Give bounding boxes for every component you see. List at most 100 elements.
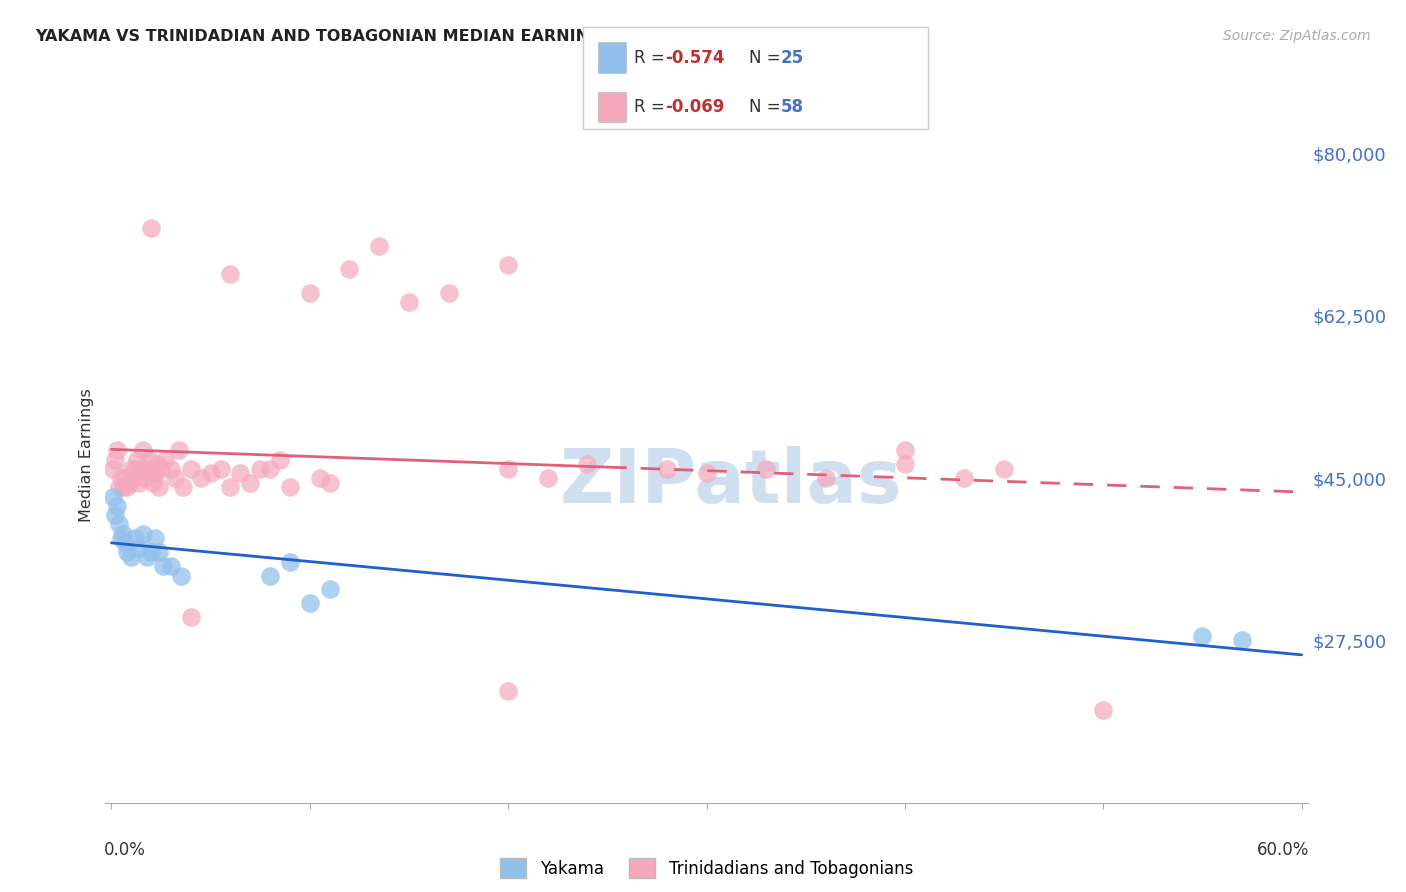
Point bbox=[108, 517, 131, 532]
Point bbox=[239, 475, 262, 490]
Point bbox=[160, 559, 183, 574]
Point bbox=[132, 443, 155, 458]
Point bbox=[537, 471, 560, 485]
Point bbox=[146, 457, 169, 471]
Point bbox=[127, 452, 149, 467]
Point bbox=[200, 467, 222, 481]
Point bbox=[152, 559, 174, 574]
Point bbox=[496, 258, 519, 272]
Text: 60.0%: 60.0% bbox=[1257, 841, 1309, 859]
Point bbox=[269, 452, 291, 467]
Point bbox=[128, 475, 150, 490]
Point bbox=[103, 490, 125, 504]
Point bbox=[160, 462, 183, 476]
Point bbox=[219, 267, 242, 281]
Point bbox=[655, 462, 678, 476]
Point bbox=[112, 526, 135, 541]
Point bbox=[368, 239, 391, 253]
Point bbox=[143, 467, 166, 481]
Point bbox=[108, 480, 131, 494]
Point bbox=[814, 471, 837, 485]
Point bbox=[219, 480, 242, 494]
Point bbox=[695, 467, 717, 481]
Point bbox=[117, 480, 139, 494]
Point bbox=[180, 462, 202, 476]
Point bbox=[117, 545, 139, 559]
Point bbox=[114, 536, 136, 550]
Text: YAKAMA VS TRINIDADIAN AND TOBAGONIAN MEDIAN EARNINGS CORRELATION CHART: YAKAMA VS TRINIDADIAN AND TOBAGONIAN MED… bbox=[35, 29, 811, 44]
Point bbox=[249, 462, 271, 476]
Point bbox=[114, 471, 136, 485]
Point bbox=[278, 480, 301, 494]
Point bbox=[167, 443, 190, 458]
Point bbox=[318, 582, 340, 597]
Point bbox=[229, 467, 252, 481]
Point bbox=[755, 462, 778, 476]
Point bbox=[163, 471, 186, 485]
Text: R =: R = bbox=[634, 98, 671, 116]
Point bbox=[259, 568, 281, 582]
Point bbox=[308, 471, 330, 485]
Point bbox=[180, 610, 202, 624]
Text: ZIPatlas: ZIPatlas bbox=[560, 446, 901, 519]
Point bbox=[576, 457, 599, 471]
Point bbox=[339, 262, 361, 277]
Point bbox=[259, 462, 281, 476]
Point bbox=[103, 462, 125, 476]
Text: 0.0%: 0.0% bbox=[104, 841, 146, 859]
Point bbox=[124, 532, 146, 546]
Point bbox=[120, 462, 142, 476]
Text: -0.069: -0.069 bbox=[665, 98, 724, 116]
Point bbox=[993, 462, 1015, 476]
Point bbox=[142, 475, 165, 490]
Point bbox=[129, 462, 152, 476]
Point bbox=[138, 452, 160, 467]
Point bbox=[170, 568, 193, 582]
Point bbox=[136, 462, 159, 476]
Text: 58: 58 bbox=[780, 98, 803, 116]
Point bbox=[120, 549, 142, 564]
Point bbox=[153, 452, 176, 467]
Text: -0.574: -0.574 bbox=[665, 48, 724, 67]
Point bbox=[139, 545, 162, 559]
Point bbox=[124, 462, 146, 476]
Point bbox=[139, 467, 162, 481]
Text: 25: 25 bbox=[780, 48, 803, 67]
Point bbox=[143, 532, 166, 546]
Point bbox=[953, 471, 976, 485]
Point bbox=[496, 684, 519, 698]
Point bbox=[122, 471, 145, 485]
Point bbox=[1092, 703, 1115, 717]
Point bbox=[894, 457, 917, 471]
Point bbox=[437, 285, 460, 300]
Point bbox=[105, 499, 128, 513]
Point bbox=[496, 462, 519, 476]
Point bbox=[398, 294, 420, 309]
Point bbox=[134, 471, 156, 485]
Point bbox=[190, 471, 212, 485]
Point bbox=[128, 541, 150, 555]
Point bbox=[132, 526, 155, 541]
Point bbox=[105, 443, 128, 458]
Point bbox=[104, 452, 127, 467]
Point bbox=[110, 471, 132, 485]
Point bbox=[110, 532, 132, 546]
Point bbox=[148, 480, 170, 494]
Point bbox=[139, 220, 162, 235]
Text: N =: N = bbox=[749, 48, 786, 67]
Point bbox=[150, 462, 173, 476]
Point bbox=[209, 462, 232, 476]
Text: Source: ZipAtlas.com: Source: ZipAtlas.com bbox=[1223, 29, 1371, 43]
Point bbox=[1191, 629, 1213, 643]
Point bbox=[298, 596, 321, 610]
Point bbox=[104, 508, 127, 523]
Legend: Yakama, Trinidadians and Tobagonians: Yakama, Trinidadians and Tobagonians bbox=[494, 851, 920, 885]
Point bbox=[298, 285, 321, 300]
Point bbox=[318, 475, 340, 490]
Point bbox=[172, 480, 194, 494]
Text: R =: R = bbox=[634, 48, 671, 67]
Point bbox=[148, 545, 170, 559]
Y-axis label: Median Earnings: Median Earnings bbox=[79, 388, 94, 522]
Text: N =: N = bbox=[749, 98, 786, 116]
Point bbox=[112, 480, 135, 494]
